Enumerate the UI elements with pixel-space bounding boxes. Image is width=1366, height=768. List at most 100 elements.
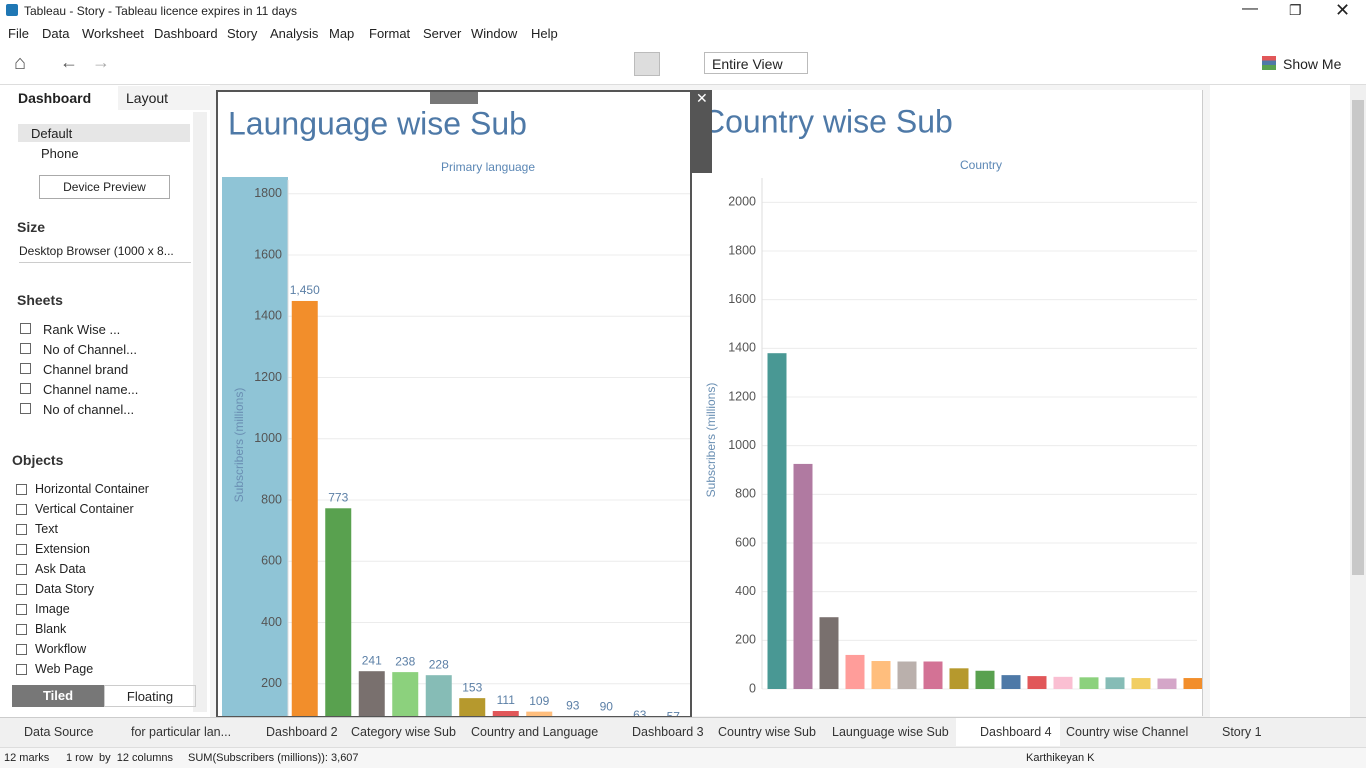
bar [1183, 678, 1202, 689]
object-icon [16, 624, 27, 635]
y-tick-label: 1800 [728, 243, 756, 257]
menu-item[interactable]: Help [531, 26, 558, 41]
bar [1079, 677, 1099, 689]
redo[interactable]: → [92, 52, 110, 72]
menu-item[interactable]: Dashboard [154, 26, 218, 41]
device[interactable]: Default [31, 126, 73, 141]
undo[interactable]: ← [60, 52, 78, 72]
user[interactable]: Karthikeyan K [1026, 752, 1095, 764]
sheet-tab[interactable]: Country wise Channel [1066, 725, 1189, 739]
text-toggle[interactable] [634, 52, 660, 76]
bar [358, 671, 385, 716]
sheet-tab[interactable]: Story 1 [1222, 725, 1262, 739]
sheet-tab[interactable]: Dashboard 2 [266, 725, 338, 739]
size-dropdown[interactable]: Desktop Browser (1000 x 8... [19, 244, 191, 263]
home-icon[interactable]: ⌂ [14, 52, 27, 74]
menu-item[interactable]: Story [227, 26, 258, 41]
sheet-item[interactable]: Rank Wise ... [43, 322, 121, 337]
layout-mode[interactable]: Floating [104, 685, 196, 707]
object-item[interactable]: Blank [35, 622, 67, 636]
scrollbar[interactable] [193, 112, 207, 712]
sheet-tab[interactable]: for particular lan... [131, 725, 232, 739]
y-axis-title: Subscribers (millions) [232, 388, 246, 503]
marks-count: 12 marks [4, 752, 50, 764]
value-label: 241 [362, 653, 382, 667]
bar [492, 711, 519, 716]
y-tick-label: 600 [261, 554, 282, 568]
object-item[interactable]: Vertical Container [35, 502, 134, 516]
minimize[interactable]: — [1242, 0, 1258, 17]
restore[interactable]: ❐ [1289, 2, 1302, 18]
menu-item[interactable]: Worksheet [82, 26, 144, 41]
app-icon [6, 4, 18, 16]
value-label: 228 [429, 657, 449, 671]
object-item[interactable]: Data Story [35, 582, 95, 596]
object-item[interactable]: Web Page [35, 662, 94, 676]
sheet-tab[interactable]: Data Source [24, 725, 94, 739]
bar [1001, 675, 1021, 689]
object-item[interactable]: Workflow [35, 642, 87, 656]
sheet-item[interactable]: Channel brand [43, 362, 129, 377]
value-label: 773 [328, 490, 348, 504]
object-item[interactable]: Extension [35, 542, 90, 556]
sheet-toolbar [692, 90, 712, 173]
size-heading: Size [17, 219, 46, 235]
value-label: 90 [600, 700, 614, 714]
menu-item[interactable]: Format [369, 26, 411, 41]
sheet-tab[interactable]: Category wise Sub [351, 725, 456, 739]
value-label: 111 [497, 693, 516, 707]
y-tick-label: 2000 [728, 195, 756, 209]
show-me[interactable]: Show Me [1283, 56, 1342, 72]
menu-item[interactable]: Analysis [270, 26, 319, 41]
sheet-tab[interactable]: Country wise Sub [718, 725, 816, 739]
fit-dropdown[interactable]: Entire View [704, 52, 808, 74]
value-label: 109 [529, 694, 549, 708]
move-handle[interactable] [430, 92, 478, 104]
value-label: 57 [667, 710, 681, 718]
bar [975, 670, 995, 689]
sheet-tab[interactable]: Dashboard 4 [980, 725, 1052, 739]
menu-item[interactable]: Map [329, 26, 355, 41]
device[interactable]: Phone [41, 146, 79, 161]
bar [871, 661, 891, 689]
sheets-heading: Sheets [17, 292, 63, 308]
x-header: Country [960, 158, 1002, 172]
bar [291, 300, 318, 716]
object-icon [16, 644, 27, 655]
toolbar [0, 44, 1366, 85]
menu-item[interactable]: Data [42, 26, 70, 41]
sum: SUM(Subscribers (millions)): 3,607 [188, 752, 359, 764]
side-tab[interactable]: Layout [126, 90, 169, 106]
sheet-tab-bar [0, 717, 1366, 748]
object-item[interactable]: Horizontal Container [35, 482, 149, 496]
sheet-icon [20, 323, 31, 334]
menu-item[interactable]: Window [471, 26, 518, 41]
side-tab[interactable]: Dashboard [18, 90, 92, 106]
dimensions: 1 row by 12 columns [66, 752, 173, 764]
y-tick-label: 800 [261, 492, 282, 506]
sheet-tab[interactable]: Dashboard 3 [632, 725, 704, 739]
device-preview-button[interactable]: Device Preview [39, 175, 170, 199]
layout-mode[interactable]: Tiled [12, 685, 104, 707]
bar [819, 617, 839, 689]
menu-item[interactable]: Server [423, 26, 462, 41]
object-item[interactable]: Text [35, 522, 58, 536]
status-bar [0, 747, 1366, 768]
remove-sheet[interactable]: ✕ [696, 90, 708, 106]
menu-item[interactable]: File [8, 26, 29, 41]
value-label: 1,450 [290, 283, 320, 297]
sheet-icon [20, 343, 31, 354]
sheet-item[interactable]: Channel name... [43, 382, 139, 397]
sheet-item[interactable]: No of channel... [43, 402, 135, 417]
scroll-thumb[interactable] [1352, 100, 1364, 575]
object-icon [16, 544, 27, 555]
object-item[interactable]: Image [35, 602, 70, 616]
sheet-tab[interactable]: Launguage wise Sub [832, 725, 949, 739]
object-icon [16, 664, 27, 675]
sheet-item[interactable]: No of Channel... [43, 342, 137, 357]
object-item[interactable]: Ask Data [35, 562, 86, 576]
close[interactable]: ✕ [1335, 0, 1351, 20]
sheet-tab[interactable]: Country and Language [471, 725, 599, 739]
window-title: Tableau - Story - Tableau licence expire… [24, 4, 298, 18]
